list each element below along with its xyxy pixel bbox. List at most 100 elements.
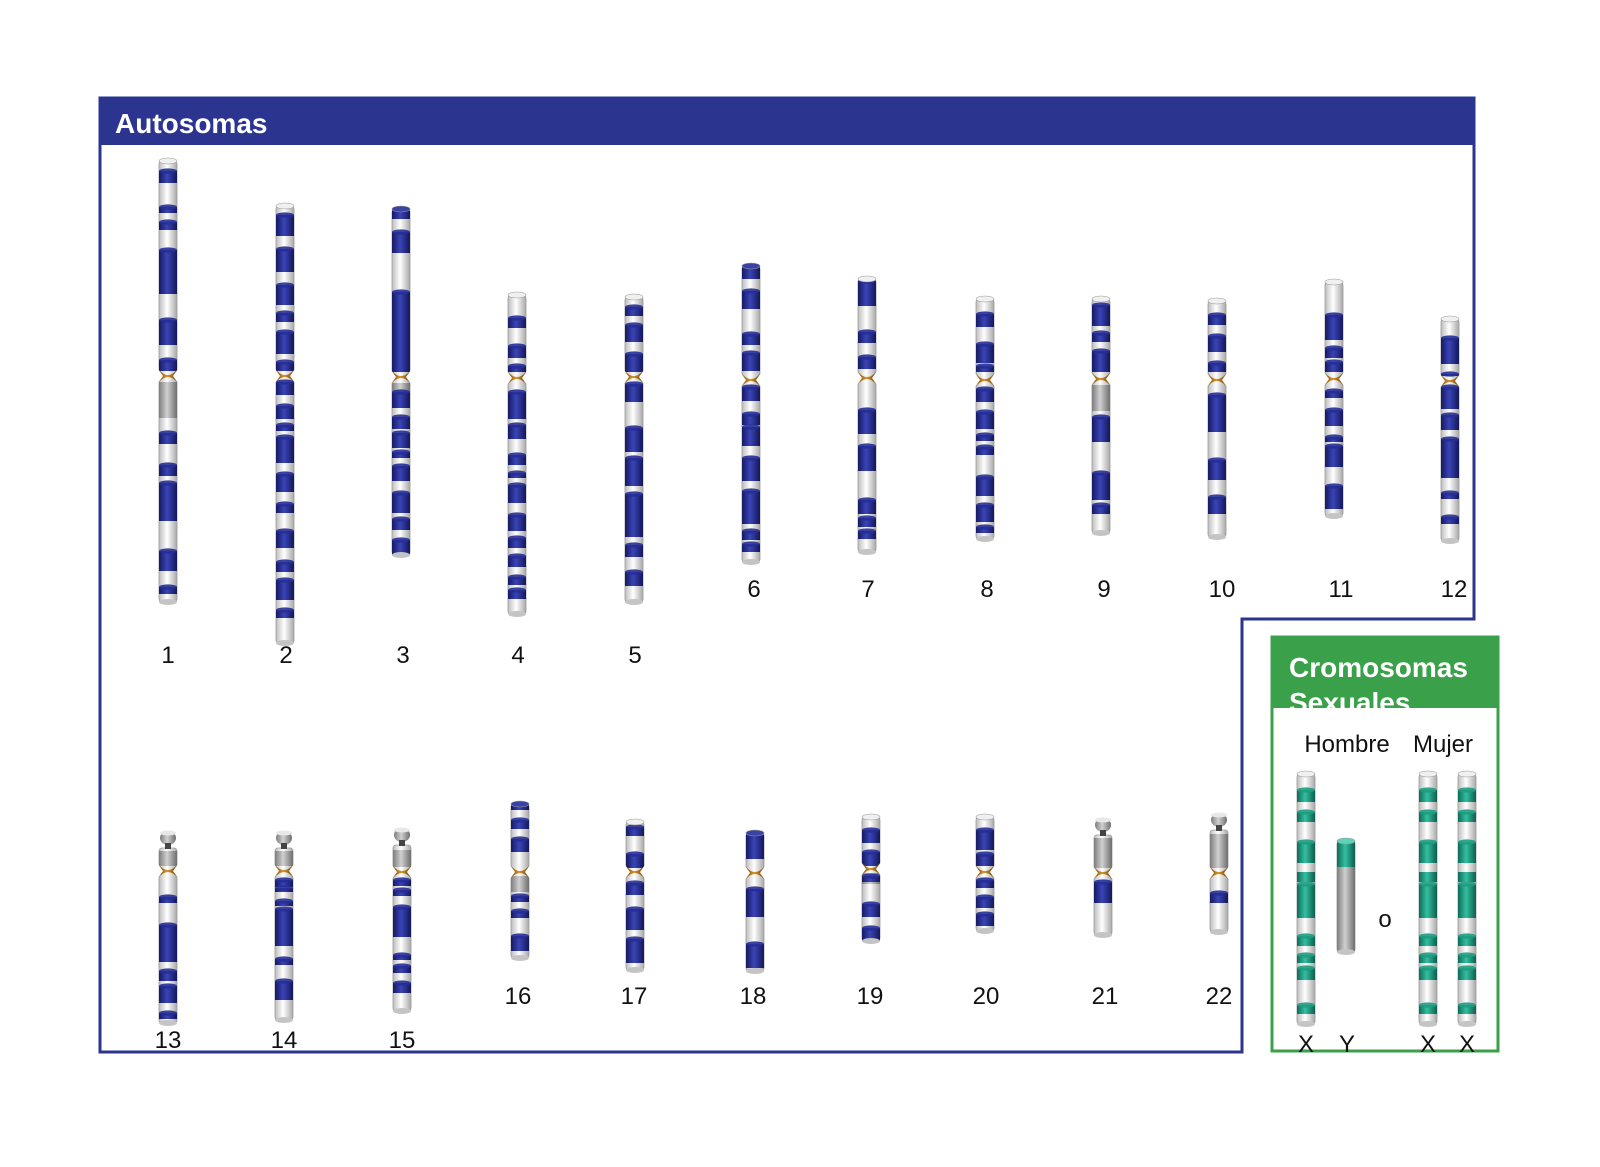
- band-edge: [392, 449, 410, 455]
- chromosome-band: [159, 551, 177, 571]
- chromosome-band: [1441, 439, 1459, 478]
- chromosome-bottom-cap: [159, 599, 177, 605]
- chromosome-10: [1207, 297, 1227, 540]
- centromere-notch-left: [274, 864, 279, 878]
- chromosome-band: [1441, 517, 1459, 524]
- sex-chromosomes-header: [1272, 637, 1498, 708]
- chromosome-band: [159, 897, 177, 903]
- chromosome-band: [976, 344, 994, 363]
- chromosome-band: [976, 477, 994, 496]
- chromosome-bottom-cap: [1094, 932, 1112, 938]
- band-edge: [1297, 952, 1315, 958]
- centromere: [511, 866, 529, 878]
- chromosome-band: [1441, 338, 1459, 364]
- chromosome-band: [1419, 842, 1437, 863]
- centromere-notch-left: [861, 862, 866, 876]
- centromere: [976, 866, 994, 878]
- centromere-notch-right: [1455, 374, 1460, 388]
- chromosome-band: [976, 314, 994, 327]
- chromosome-bottom-cap: [742, 559, 760, 565]
- chromosome-band: [392, 392, 410, 408]
- centromere: [275, 865, 293, 877]
- chromosome-band: [742, 353, 760, 371]
- band-edge: [159, 548, 177, 554]
- chromosome-band: [858, 281, 876, 306]
- male-y-label: Y: [1338, 1031, 1356, 1058]
- chromosome-band: [1208, 336, 1226, 352]
- satellite-stalk: [165, 843, 171, 849]
- band-edge: [1092, 414, 1110, 420]
- chromosome-band: [1458, 884, 1476, 918]
- band-edge: [159, 168, 177, 174]
- band-edge: [275, 898, 293, 904]
- chromosome-band: [976, 505, 994, 522]
- chromosome-bottom-cap: [275, 1017, 293, 1023]
- chromosome-layer: [158, 157, 1477, 1027]
- centromere: [393, 866, 411, 878]
- chromosome-band: [508, 590, 526, 599]
- chromosome-bottom-cap: [1441, 538, 1459, 544]
- chromosome-band: [393, 890, 411, 896]
- chromosome-band: [1297, 790, 1315, 802]
- band-edge: [1419, 952, 1437, 958]
- chromosome-band: [393, 907, 411, 937]
- chromosome-band: [976, 880, 994, 888]
- band-edge: [508, 452, 526, 458]
- band-edge: [862, 925, 880, 931]
- chromosome-bottom-cap: [276, 640, 294, 646]
- chromosome-band: [275, 909, 293, 946]
- band-edge: [1092, 470, 1110, 476]
- chromosome-band: [1092, 505, 1110, 514]
- centromere: [1441, 375, 1459, 387]
- band-edge: [1297, 839, 1315, 845]
- band-edge: [746, 941, 764, 947]
- chromosome-band: [976, 914, 994, 926]
- centromere-notch-left: [1209, 866, 1214, 880]
- chromosome-band: [1419, 884, 1437, 918]
- band-edge: [976, 894, 994, 900]
- chromosome-band: [159, 925, 177, 962]
- chromosome-band: [275, 959, 293, 965]
- chromosome-band: [746, 889, 764, 917]
- band-edge: [742, 350, 760, 356]
- satellite-cap: [394, 827, 410, 833]
- band-edge: [393, 887, 411, 893]
- band-edge: [976, 386, 994, 392]
- satellite-stalk: [1216, 825, 1222, 831]
- band-edge: [976, 444, 994, 450]
- band-edge: [1441, 384, 1459, 390]
- band-edge: [392, 289, 410, 295]
- band-edge: [1092, 302, 1110, 308]
- centromere-notch-left: [158, 369, 163, 383]
- chromosome-top-cap: [975, 295, 995, 303]
- centromere-notch-left: [1440, 374, 1445, 388]
- satellite-cap: [1211, 812, 1227, 818]
- chromosome-top-cap: [1418, 770, 1438, 778]
- centromere: [1210, 867, 1228, 879]
- band-edge: [275, 978, 293, 984]
- chromosome-band: [276, 504, 294, 513]
- band-edge: [1092, 502, 1110, 508]
- chromosome-band: [511, 896, 529, 902]
- chromosome-label-2: 2: [279, 642, 293, 669]
- chromosome-band: [276, 580, 294, 600]
- chromosome-band: [392, 232, 410, 253]
- chromosome-band: [625, 545, 643, 557]
- satellite-cap: [1095, 817, 1111, 823]
- chromosome-band: [159, 222, 177, 230]
- chromosome-band: [159, 986, 177, 1003]
- band-edge: [1458, 839, 1476, 845]
- chromosome-label-3: 3: [396, 642, 410, 669]
- chromosome-band: [511, 936, 529, 951]
- centromere: [1325, 373, 1343, 385]
- chromosome-band: [1325, 410, 1343, 426]
- band-edge: [625, 569, 643, 575]
- centromere-notch-right: [990, 373, 995, 387]
- chromosome-band: [393, 983, 411, 993]
- chromosome-band: [1325, 486, 1343, 509]
- chromosome-band: [746, 944, 764, 968]
- chromosome-band: [625, 384, 643, 402]
- chromosome-band: [858, 531, 876, 539]
